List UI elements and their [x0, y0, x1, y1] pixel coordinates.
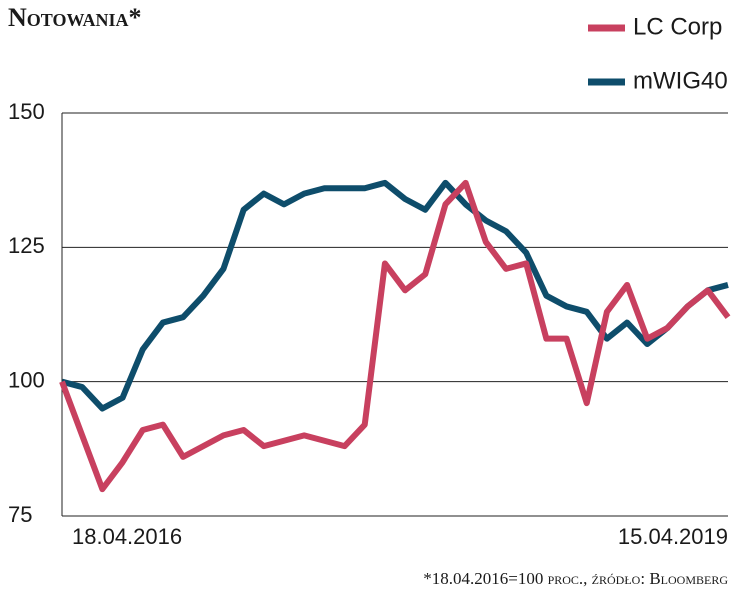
- x-tick-label: 18.04.2016: [72, 524, 182, 549]
- x-tick-label: 15.04.2019: [618, 524, 728, 549]
- legend-label: mWIG40: [633, 67, 728, 94]
- chart-title: Notowania*: [8, 3, 141, 32]
- line: [61, 179, 729, 412]
- footnote: *18.04.2016=100 proc., źródło: Bloomberg: [423, 569, 728, 588]
- y-tick-label: 75: [8, 502, 32, 527]
- y-tick-label: 150: [8, 99, 45, 124]
- line: [59, 179, 731, 493]
- legend-label: LC Corp: [633, 13, 722, 40]
- y-tick-label: 100: [8, 367, 45, 392]
- y-tick-label: 125: [8, 233, 45, 258]
